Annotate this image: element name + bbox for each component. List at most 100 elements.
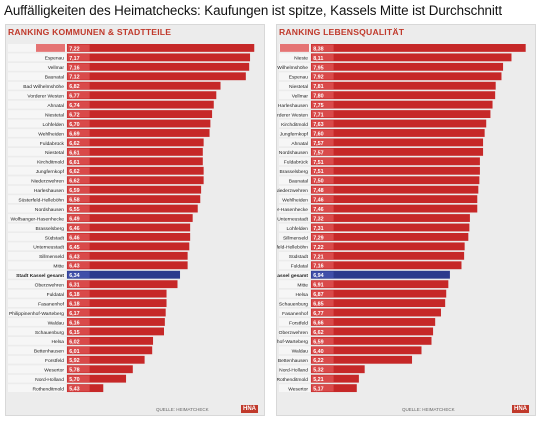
category-label-bg [279, 355, 310, 364]
data-label: 7,60 [313, 131, 324, 137]
category-label: Ahnatal [291, 141, 308, 147]
category-label-bg [8, 176, 66, 185]
data-label: 6,74 [69, 103, 80, 109]
category-label: Bettenhausen [278, 358, 308, 364]
bar [67, 242, 190, 251]
category-label: Fasanenhof [38, 301, 64, 307]
category-label-bg [8, 204, 66, 213]
bar [67, 176, 204, 185]
category-label-bg [8, 299, 66, 307]
value-tag [67, 148, 90, 156]
value-tag [311, 176, 334, 184]
data-label: 7,29 [313, 235, 324, 241]
category-label: Harleshausen [34, 188, 64, 194]
category-label: Vellmar [292, 94, 309, 100]
category-label-bg [8, 336, 66, 345]
category-label-bg [279, 176, 310, 185]
data-label: 6,31 [69, 283, 80, 289]
category-label: Süsterfeld-Helleböhn [277, 245, 308, 251]
category-label: Wesertor [44, 368, 64, 374]
data-label: 6,34 [69, 273, 80, 279]
data-label: 6,45 [69, 245, 80, 251]
value-tag [67, 129, 90, 137]
data-label: 6,22 [313, 358, 324, 364]
category-label-bg [279, 233, 310, 241]
bar [311, 261, 462, 270]
value-tag [67, 337, 90, 345]
bar [67, 195, 201, 204]
category-label: Nieste [294, 56, 308, 62]
value-tag [311, 252, 334, 260]
category-label: Wesertor [288, 386, 308, 392]
category-label: Philippinenhof-Warteberg [9, 311, 64, 317]
value-tag [67, 328, 90, 335]
category-label-bg [8, 72, 66, 81]
category-label: Brasselsberg [35, 226, 64, 232]
data-label: 5,17 [313, 387, 324, 393]
category-label-bg [279, 270, 310, 279]
data-label: 7,12 [69, 75, 80, 81]
bar [67, 318, 165, 326]
bar [311, 318, 436, 326]
bar-highlight [311, 270, 450, 279]
bar [311, 242, 465, 251]
category-label-bg [279, 81, 310, 90]
chart-panel-kommunen: RANKING KOMMUNEN & STADTTEILE Kaufungen7… [5, 24, 265, 416]
data-label: 7,50 [313, 179, 324, 185]
value-tag [311, 280, 334, 288]
category-label-bg [279, 147, 310, 156]
chart-title-lebensqualitaet: RANKING LEBENSQUALITÄT [279, 27, 405, 37]
value-tag [67, 224, 90, 231]
category-label-bg [279, 384, 310, 393]
category-label-bg [8, 242, 66, 251]
category-label: Brasselsberg [279, 169, 308, 175]
category-label-bg [279, 195, 310, 204]
bar [67, 374, 127, 383]
category-label-bg [8, 129, 66, 137]
value-tag [311, 110, 334, 118]
value-tag [67, 299, 90, 307]
data-label: 6,61 [69, 150, 80, 156]
data-label: 6,82 [69, 84, 80, 90]
category-label: Stadt Kassel gesamt [16, 273, 64, 279]
data-label: 7,71 [313, 113, 324, 119]
bar [67, 72, 246, 81]
category-label: Jungfernkopf [280, 131, 309, 137]
bar [67, 233, 191, 241]
value-tag [311, 309, 334, 316]
value-tag [67, 252, 90, 260]
bar [311, 176, 480, 185]
value-tag [311, 167, 334, 175]
bar [311, 157, 480, 166]
data-label: 6,46 [69, 235, 80, 241]
category-label: Vorderer Westen [277, 112, 308, 118]
data-label: 7,80 [313, 94, 324, 100]
data-label: 6,70 [69, 122, 80, 128]
category-label-bg [8, 327, 66, 336]
value-tag [67, 110, 90, 118]
value-tag [67, 205, 90, 212]
bar [311, 308, 441, 317]
category-label: Espenau [289, 75, 309, 81]
category-label-bg [279, 214, 310, 222]
bar [311, 365, 365, 374]
data-label: 6,72 [69, 113, 80, 119]
bar [67, 157, 203, 166]
value-tag [311, 120, 334, 127]
category-label-bg [8, 280, 66, 289]
data-label: 6,59 [313, 339, 324, 345]
value-tag [67, 82, 90, 90]
category-label: Nordshausen [35, 207, 64, 213]
category-label-bg [279, 185, 310, 194]
bar [67, 280, 178, 289]
data-label: 8,11 [313, 56, 323, 62]
value-tag [67, 290, 90, 297]
category-label: Bad Wilhelmshöhe [23, 84, 64, 90]
top-rank-marker [36, 44, 65, 52]
data-label: 6,66 [313, 320, 324, 326]
category-label-bg [8, 119, 66, 128]
bar [67, 185, 202, 194]
value-tag [311, 356, 334, 364]
data-label: 7,32 [313, 216, 324, 222]
category-label: Fuldabrück [284, 160, 309, 166]
